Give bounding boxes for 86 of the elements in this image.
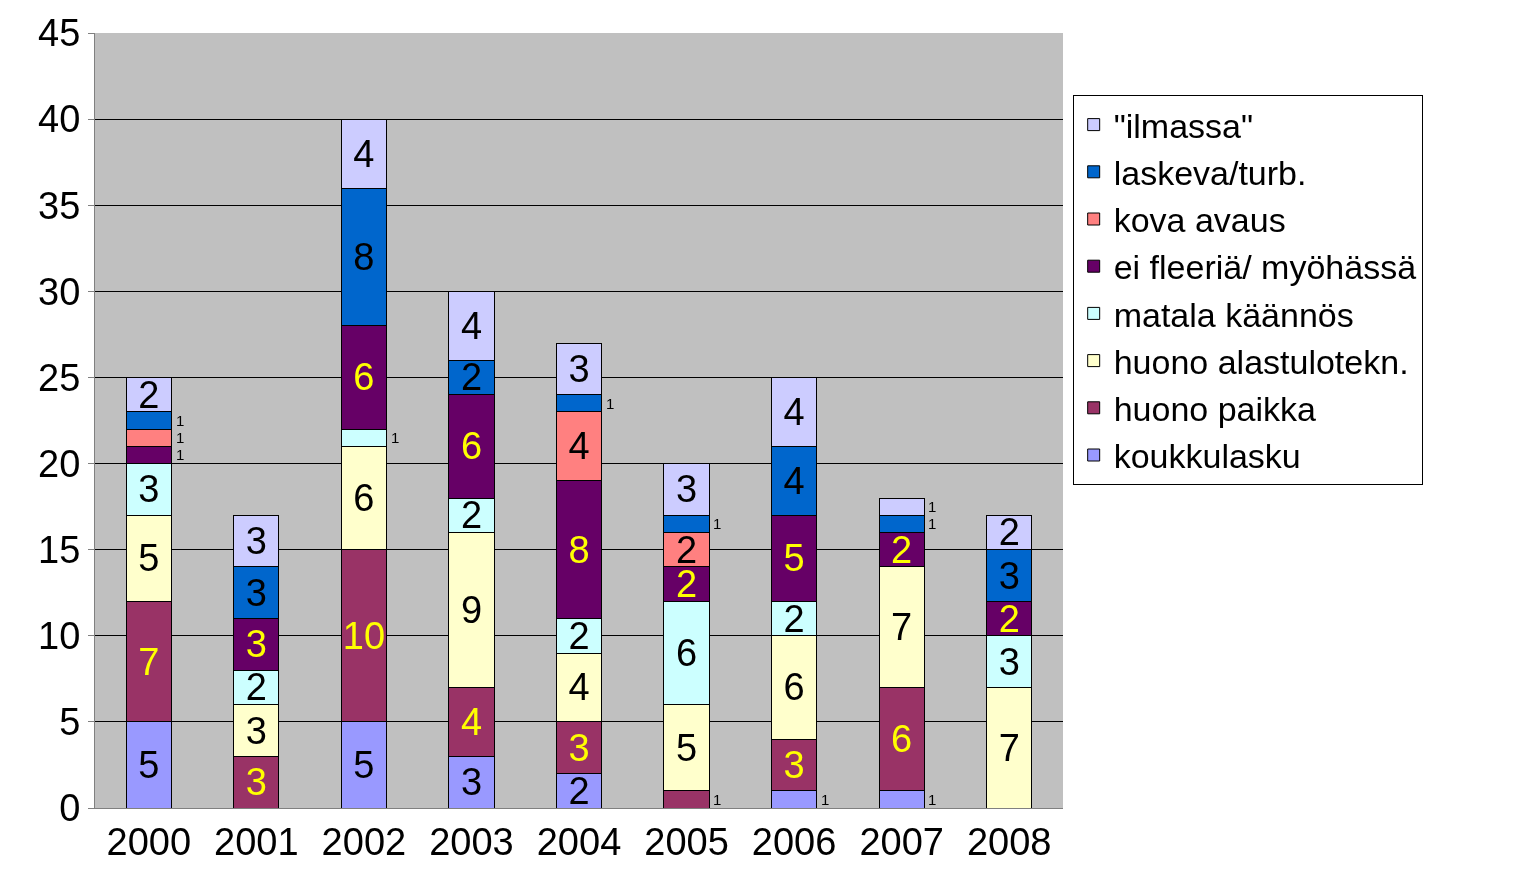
data-label: 1 (928, 498, 937, 515)
data-label: 3 (245, 761, 267, 804)
data-label: 4 (783, 390, 805, 433)
data-label: 8 (353, 235, 375, 278)
y-tick-label: 5 (59, 701, 81, 744)
data-label: 2 (460, 494, 483, 537)
x-tick-label: 2003 (429, 820, 514, 863)
data-label: 10 (342, 614, 386, 657)
data-label: 3 (568, 726, 590, 769)
data-label: 3 (460, 761, 483, 804)
data-label: 5 (783, 537, 805, 580)
data-label: 6 (675, 632, 698, 674)
data-label: 4 (783, 459, 805, 502)
data-label: 9 (460, 588, 483, 631)
y-tick-label: 20 (38, 442, 81, 485)
data-label: 6 (353, 477, 375, 519)
legend-label: kova avaus (1113, 201, 1286, 240)
data-label: 1 (176, 429, 185, 446)
y-tick-label: 40 (38, 98, 81, 141)
data-label: 4 (353, 132, 375, 175)
data-label: 2 (460, 356, 483, 399)
data-label: 8 (568, 528, 590, 571)
data-label: 1 (391, 429, 400, 446)
data-label: 1 (606, 395, 615, 412)
x-tick-label: 2005 (644, 820, 729, 863)
data-label: 1 (176, 446, 185, 463)
data-label: 2 (568, 769, 590, 812)
legend-label: matala käännös (1113, 295, 1354, 334)
data-label: 6 (891, 718, 913, 761)
data-label: 2 (998, 511, 1020, 554)
legend-label: laskeva/turb. (1113, 154, 1307, 193)
data-label: 2 (568, 614, 590, 657)
data-label: 1 (928, 791, 937, 808)
data-label: 3 (245, 623, 267, 666)
data-label: 2 (245, 666, 267, 709)
data-label: 6 (353, 356, 375, 399)
data-label: 3 (245, 520, 267, 563)
y-tick-label: 45 (38, 12, 81, 55)
data-label: 6 (460, 425, 483, 468)
data-label: 4 (568, 666, 590, 709)
y-tick-label: 35 (38, 184, 81, 227)
legend-label: koukkulasku (1113, 437, 1301, 476)
x-tick-label: 2004 (536, 820, 622, 863)
x-tick-label: 2006 (751, 820, 837, 863)
data-label: 3 (783, 743, 805, 786)
x-tick-label: 2007 (859, 820, 944, 863)
data-label: 3 (245, 709, 267, 752)
data-label: 5 (138, 537, 160, 580)
data-label: 1 (713, 791, 722, 808)
legend-label: ei fleeriä/ myöhässä (1113, 248, 1417, 287)
y-tick-label: 25 (38, 356, 81, 399)
y-tick-label: 0 (59, 787, 81, 830)
data-label: 5 (353, 743, 375, 786)
data-label: 1 (821, 791, 830, 808)
legend-label: "ilmassa" (1113, 106, 1254, 145)
data-label: 5 (138, 743, 160, 786)
x-tick-label: 2008 (966, 820, 1052, 863)
data-label: 3 (245, 571, 267, 614)
legend-label: huono paikka (1113, 390, 1317, 429)
data-label: 6 (783, 666, 805, 709)
data-label: 1 (176, 412, 185, 429)
data-label: 4 (460, 700, 483, 743)
y-tick-label: 30 (38, 270, 81, 313)
data-label: 3 (138, 468, 160, 511)
x-tick-label: 2000 (106, 820, 192, 863)
data-label: 4 (568, 425, 590, 468)
data-label: 3 (568, 347, 590, 390)
legend-label: huono alastulotekn. (1113, 342, 1409, 381)
data-label: 4 (460, 304, 483, 347)
data-label: 5 (675, 726, 698, 769)
data-label: 1 (928, 515, 937, 532)
data-label: 1 (713, 515, 722, 532)
data-label: 3 (675, 468, 698, 511)
data-label: 2 (998, 597, 1020, 640)
data-label: 7 (891, 606, 913, 649)
y-tick-label: 15 (38, 528, 81, 571)
data-label: 7 (998, 726, 1020, 769)
data-label: 3 (998, 554, 1020, 597)
x-tick-label: 2001 (214, 820, 299, 863)
y-tick-label: 10 (38, 615, 81, 658)
data-label: 7 (138, 640, 160, 683)
data-label: 2 (783, 597, 805, 640)
data-label: 2 (891, 528, 913, 571)
x-tick-label: 2002 (321, 820, 407, 863)
data-label: 3 (998, 640, 1020, 683)
data-label: 2 (138, 373, 160, 416)
